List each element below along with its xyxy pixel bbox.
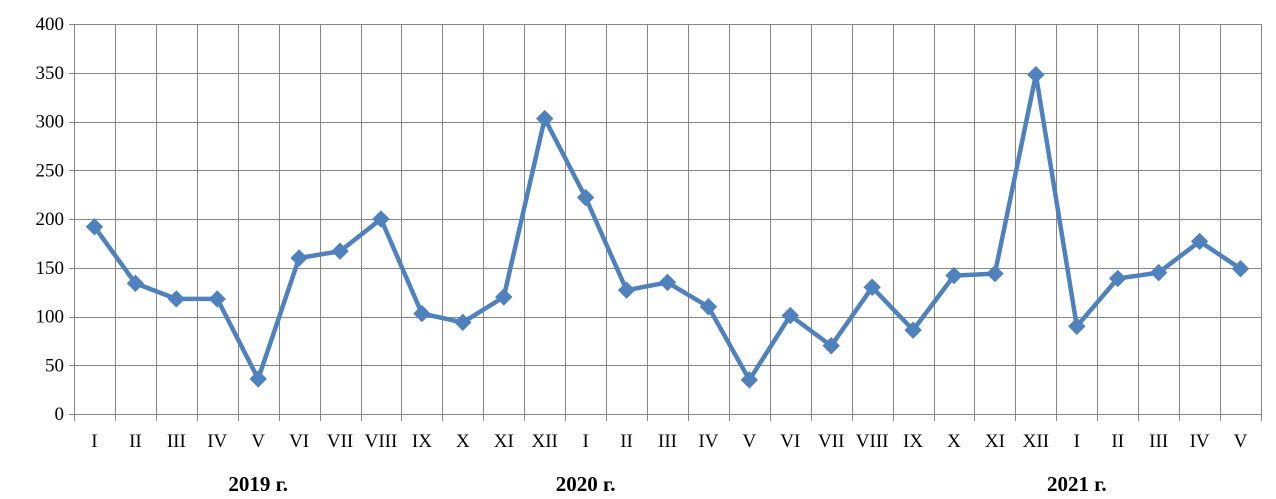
y-tick-label: 400 bbox=[36, 14, 65, 35]
data-point-marker bbox=[495, 288, 513, 306]
data-point-marker bbox=[249, 370, 267, 388]
data-point-marker bbox=[126, 274, 145, 293]
data-point-marker bbox=[576, 188, 595, 207]
data-point-marker bbox=[331, 242, 349, 260]
x-category-label: IV bbox=[207, 431, 227, 452]
y-tick-label: 250 bbox=[36, 160, 65, 181]
x-category-label: VI bbox=[780, 431, 800, 452]
data-point-marker bbox=[167, 290, 186, 308]
data-point-marker bbox=[781, 306, 800, 325]
x-category-label: XI bbox=[985, 431, 1005, 452]
data-point-marker bbox=[1027, 65, 1045, 84]
data-point-marker bbox=[1149, 263, 1168, 282]
y-tick-label: 150 bbox=[36, 258, 65, 279]
x-category-label: III bbox=[658, 431, 677, 452]
data-point-marker bbox=[617, 281, 636, 299]
x-category-label: V bbox=[1234, 431, 1248, 452]
axis-layer bbox=[69, 24, 75, 415]
data-point-marker bbox=[699, 298, 718, 316]
series-line bbox=[92, 72, 1243, 383]
y-tick-label: 200 bbox=[36, 209, 65, 230]
year-label: 2021 г. bbox=[1047, 472, 1107, 496]
year-label: 2019 г. bbox=[228, 472, 288, 496]
grid-layer bbox=[74, 24, 1262, 421]
data-point-marker bbox=[413, 304, 431, 323]
year-label: 2020 г. bbox=[556, 472, 616, 496]
data-point-marker bbox=[658, 273, 677, 292]
data-point-marker bbox=[945, 266, 963, 285]
x-category-label: VI bbox=[289, 431, 309, 452]
data-point-marker bbox=[208, 290, 226, 308]
x-category-label: I bbox=[91, 431, 97, 452]
data-point-marker bbox=[1068, 317, 1086, 335]
series-layer bbox=[85, 65, 1250, 389]
data-point-marker bbox=[904, 321, 922, 339]
x-category-label: II bbox=[1111, 431, 1124, 452]
x-category-label: IX bbox=[412, 431, 432, 452]
x-category-label: III bbox=[167, 431, 186, 452]
x-category-label: II bbox=[620, 431, 633, 452]
x-category-label: IV bbox=[698, 431, 718, 452]
data-point-marker bbox=[822, 337, 840, 355]
x-category-label: XII bbox=[532, 431, 558, 452]
data-point-marker bbox=[1109, 269, 1127, 288]
x-category-label: X bbox=[947, 431, 961, 452]
data-point-marker bbox=[1231, 260, 1250, 278]
x-category-label: XII bbox=[1023, 431, 1049, 452]
x-category-label: IX bbox=[903, 431, 923, 452]
x-category-label: X bbox=[456, 431, 470, 452]
data-point-marker bbox=[986, 264, 1004, 283]
y-tick-label: 350 bbox=[36, 63, 65, 84]
data-point-marker bbox=[290, 249, 308, 267]
x-category-label: VIII bbox=[365, 431, 398, 452]
data-point-marker bbox=[535, 109, 554, 128]
x-category-label: III bbox=[1149, 431, 1168, 452]
x-category-label: VII bbox=[327, 431, 353, 452]
x-category-label: II bbox=[129, 431, 142, 452]
x-category-label: XI bbox=[494, 431, 514, 452]
x-category-label: I bbox=[582, 431, 588, 452]
x-category-label: VII bbox=[818, 431, 844, 452]
x-category-label: I bbox=[1074, 431, 1080, 452]
data-point-marker bbox=[454, 313, 472, 332]
data-point-marker bbox=[740, 371, 759, 389]
y-tick-label: 100 bbox=[36, 307, 65, 328]
x-category-label: IV bbox=[1190, 431, 1210, 452]
data-point-marker bbox=[85, 218, 104, 236]
data-point-marker bbox=[372, 210, 390, 228]
data-point-marker bbox=[863, 278, 881, 296]
x-category-label: V bbox=[742, 431, 756, 452]
x-category-label: VIII bbox=[856, 431, 889, 452]
y-tick-label: 0 bbox=[55, 404, 65, 425]
y-tick-label: 300 bbox=[36, 112, 65, 133]
x-category-label: V bbox=[251, 431, 265, 452]
y-tick-label: 50 bbox=[45, 355, 64, 376]
data-point-marker bbox=[1190, 232, 1209, 251]
